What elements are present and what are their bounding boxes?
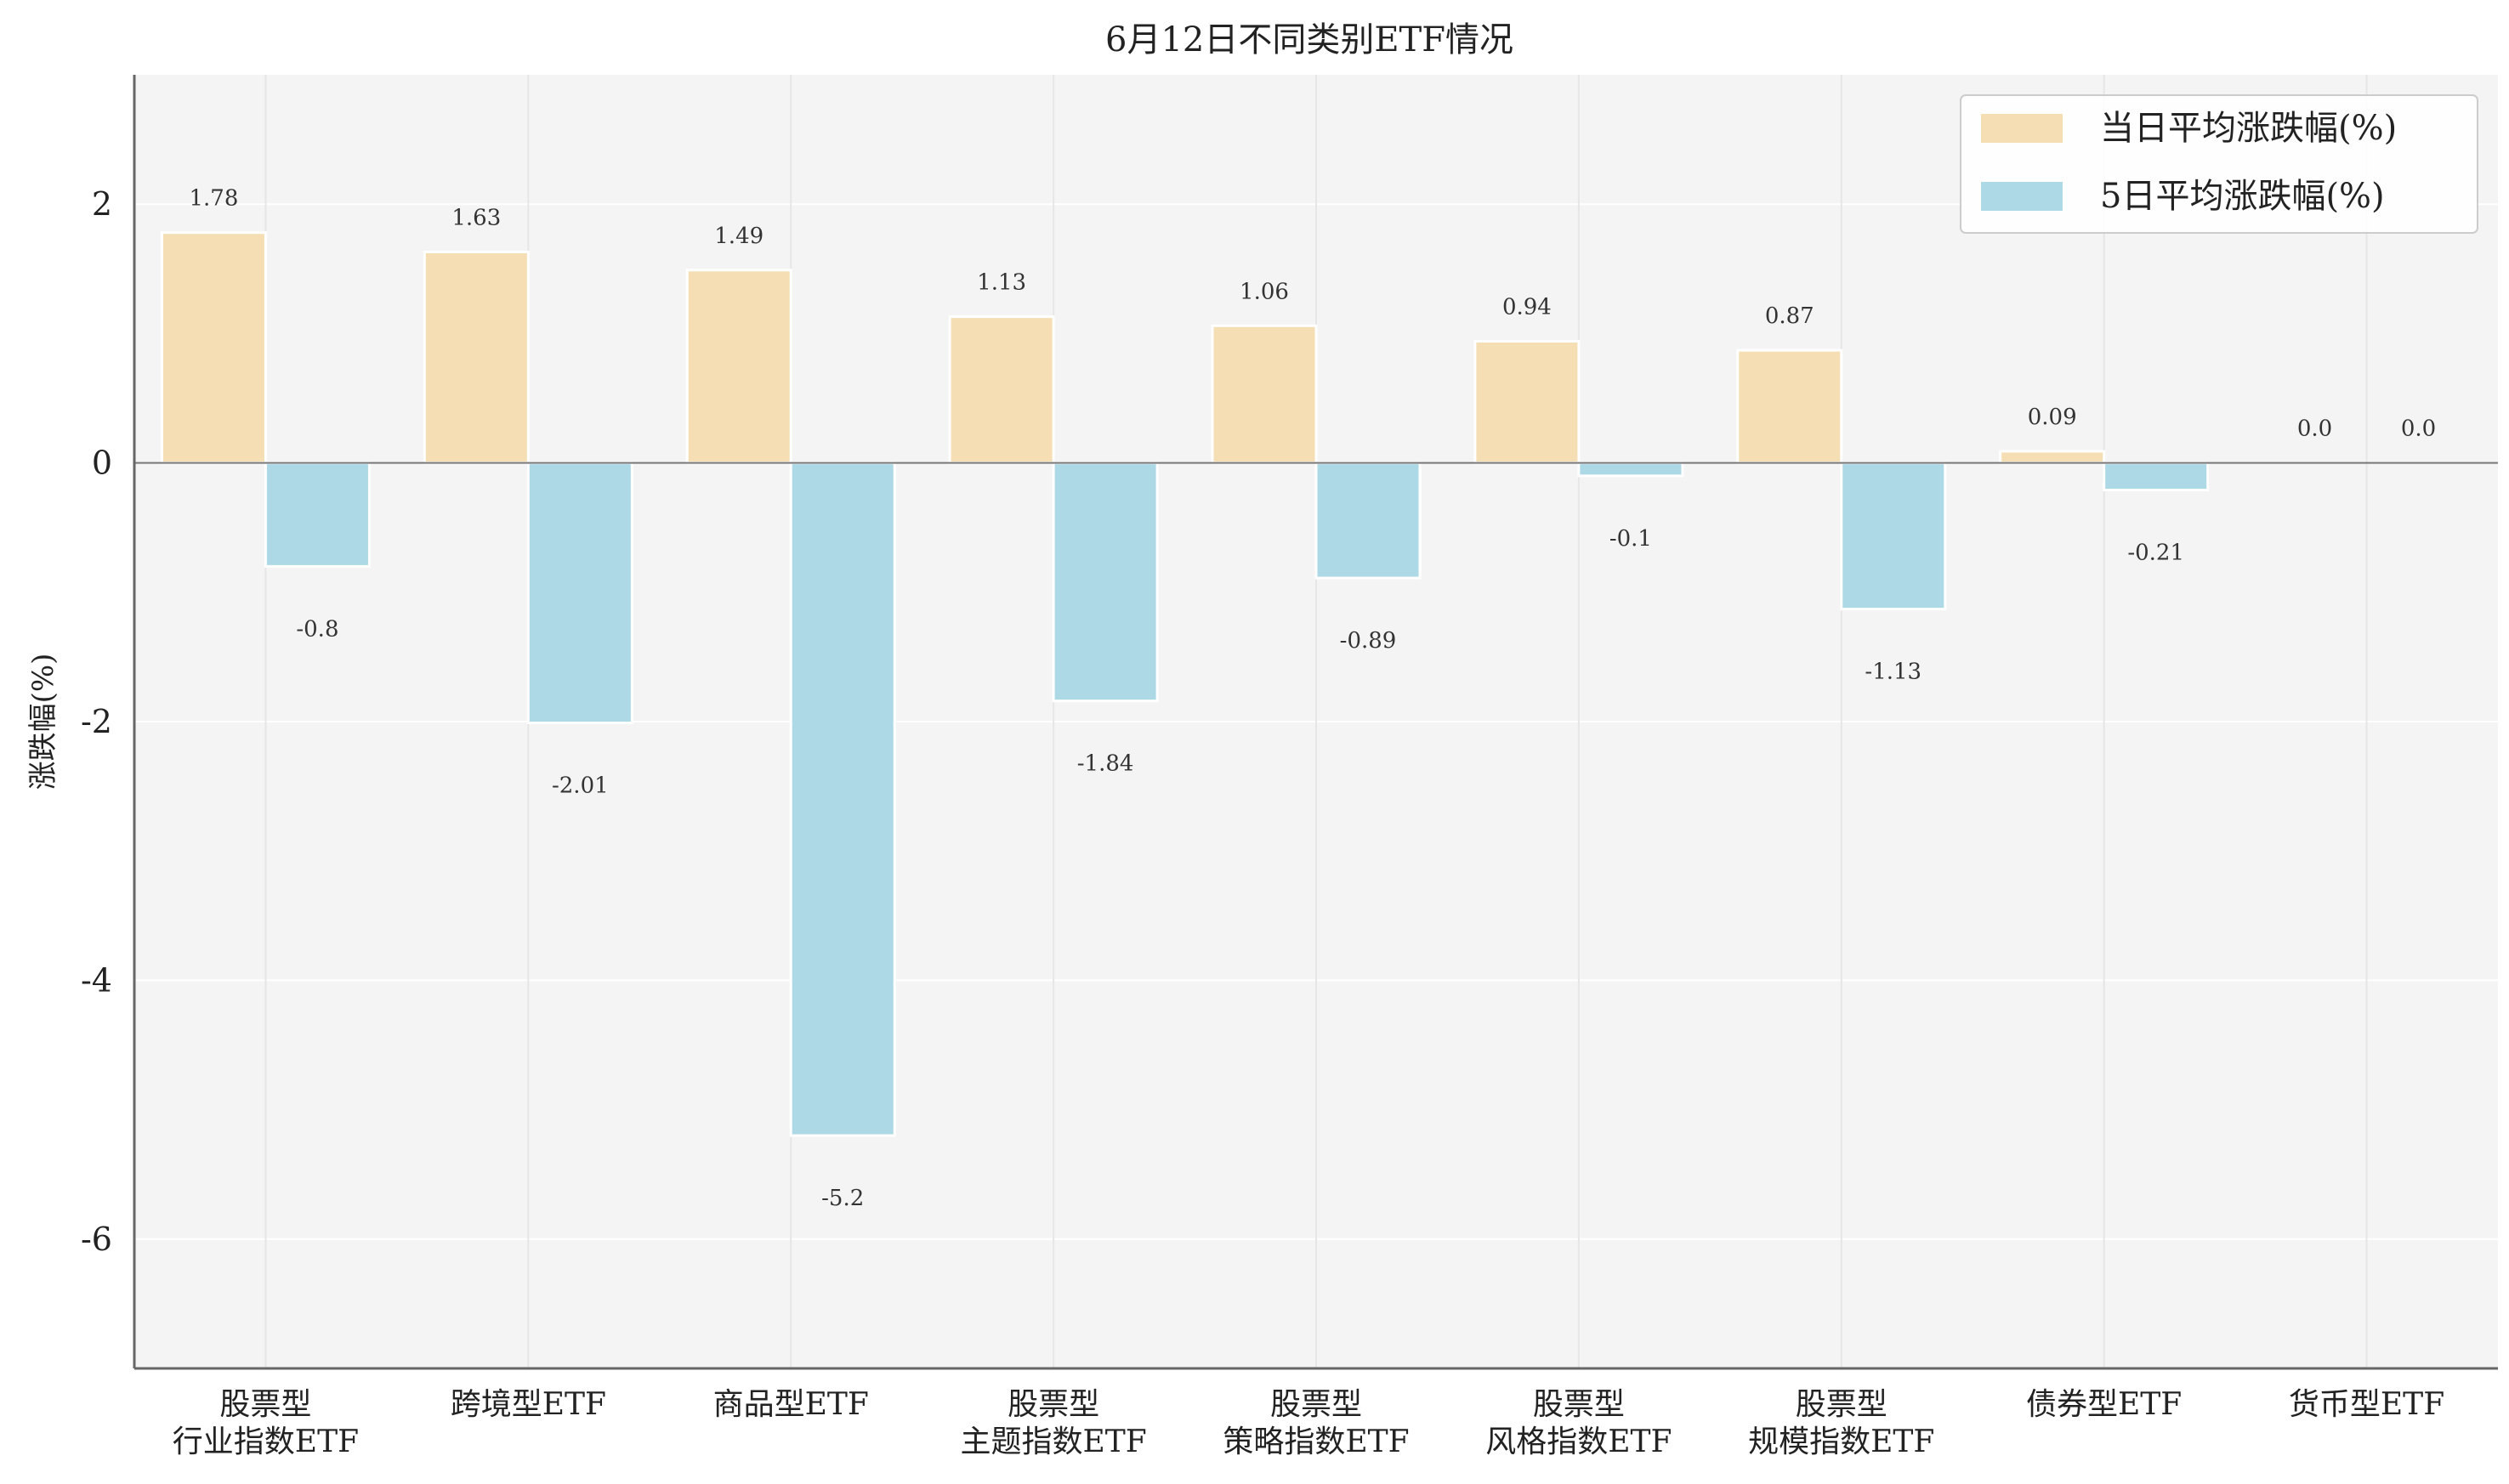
y-tick-label: -6 bbox=[81, 1221, 112, 1258]
bar-series-0 bbox=[423, 251, 530, 465]
data-label: 0.87 bbox=[1765, 303, 1814, 329]
bars bbox=[160, 231, 2210, 1137]
legend: 当日平均涨跌幅(%) 5日平均涨跌幅(%) bbox=[1960, 94, 2478, 234]
y-axis-label: 涨跌幅(%) bbox=[26, 654, 60, 790]
x-tick-label: 股票型 bbox=[1008, 1387, 1099, 1422]
bar-series-0 bbox=[948, 315, 1055, 465]
bar-series-0 bbox=[1211, 324, 1318, 465]
x-tick-label: 商品型ETF bbox=[713, 1387, 869, 1422]
bar-series-1 bbox=[1314, 462, 1422, 580]
legend-swatch bbox=[1981, 182, 2063, 211]
data-label: 0.0 bbox=[2401, 416, 2436, 442]
x-tick-label: 股票型 bbox=[1796, 1387, 1887, 1422]
data-label: 1.49 bbox=[714, 224, 763, 249]
data-label: 1.78 bbox=[189, 186, 238, 212]
bar-series-0 bbox=[1473, 340, 1581, 465]
bar-series-0 bbox=[1736, 348, 1843, 465]
x-tick-label: 规模指数ETF bbox=[1748, 1425, 1934, 1459]
chart-title: 6月12日不同类别ETF情况 bbox=[1105, 20, 1513, 59]
bar-series-1 bbox=[1840, 462, 1947, 611]
x-tick-label: 策略指数ETF bbox=[1223, 1425, 1409, 1459]
data-label: -1.13 bbox=[1865, 660, 1921, 685]
data-label: 1.63 bbox=[451, 206, 501, 231]
x-tick-label: 货币型ETF bbox=[2289, 1387, 2444, 1422]
data-labels: 1.78 1.63 1.49 1.13 1.06 0.94 0.87 0.09 0.0 -0.8 -… bbox=[189, 186, 2436, 1211]
bar-series-1 bbox=[2103, 462, 2210, 492]
data-label: -0.89 bbox=[1340, 628, 1397, 654]
x-tick-label: 股票型 bbox=[219, 1387, 311, 1422]
bar-series-1 bbox=[264, 462, 371, 568]
y-tick-label: -2 bbox=[81, 703, 112, 740]
x-tick-label: 主题指数ETF bbox=[960, 1425, 1146, 1459]
x-tick-label: 行业指数ETF bbox=[173, 1425, 359, 1459]
legend-label: 5日平均涨跌幅(%) bbox=[2100, 177, 2385, 216]
data-label: 1.13 bbox=[977, 270, 1026, 296]
gridlines bbox=[134, 75, 2498, 1368]
data-label: -0.21 bbox=[2127, 541, 2184, 566]
bar-series-1 bbox=[789, 462, 896, 1137]
bar-series-1 bbox=[1052, 462, 1159, 703]
data-label: 0.94 bbox=[1502, 295, 1552, 320]
bar-series-0 bbox=[1999, 450, 2106, 465]
x-tick-label: 风格指数ETF bbox=[1485, 1425, 1672, 1459]
y-tick-label: 0 bbox=[92, 445, 112, 482]
legend-label: 当日平均涨跌幅(%) bbox=[2100, 109, 2397, 148]
data-label: -1.84 bbox=[1077, 751, 1134, 777]
y-tick-label: 2 bbox=[92, 185, 112, 223]
y-tick-label: -4 bbox=[81, 961, 112, 999]
data-label: 0.09 bbox=[2028, 405, 2077, 430]
bar-series-1 bbox=[1577, 462, 1684, 478]
legend-swatch bbox=[1981, 114, 2063, 143]
data-label: -2.01 bbox=[552, 773, 609, 799]
x-tick-label: 股票型 bbox=[1270, 1387, 1362, 1422]
data-label: -5.2 bbox=[821, 1186, 864, 1211]
bar-series-1 bbox=[526, 462, 633, 725]
legend-box bbox=[1960, 94, 2478, 234]
data-label: 1.06 bbox=[1240, 279, 1289, 304]
data-label: -0.1 bbox=[1609, 526, 1652, 552]
data-label: -0.8 bbox=[296, 616, 338, 642]
data-label: 0.0 bbox=[2297, 416, 2332, 442]
bar-series-0 bbox=[685, 269, 792, 465]
x-tick-label: 股票型 bbox=[1533, 1387, 1625, 1422]
x-tick-label: 债券型ETF bbox=[2026, 1387, 2182, 1422]
bar-series-0 bbox=[160, 231, 267, 465]
x-tick-label: 跨境型ETF bbox=[451, 1387, 606, 1422]
